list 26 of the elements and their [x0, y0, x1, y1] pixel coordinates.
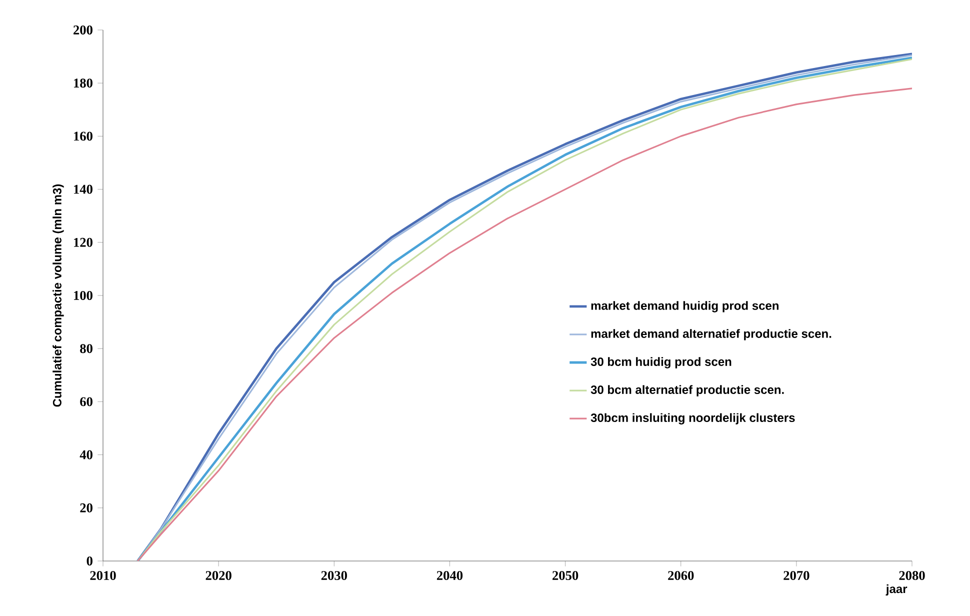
x-tick-label: 2010	[90, 571, 116, 580]
y-tick-label: 0	[86, 556, 92, 566]
y-tick-label: 60	[80, 397, 92, 406]
legend-label: 30 bcm huidig prod scen	[590, 357, 732, 368]
y-tick-label: 20	[80, 503, 92, 512]
legend-label: market demand alternatief productie scen.	[591, 329, 832, 340]
legend-label: 30 bcm alternatief productie scen.	[590, 385, 784, 396]
y-tick-label: 140	[74, 184, 92, 194]
legend-label: 30bcm insluiting noordelijk clusters	[590, 413, 795, 424]
x-tick-label: 2050	[552, 571, 578, 580]
x-tick-label: 2070	[784, 571, 810, 580]
x-tick-label: 2020	[206, 571, 232, 580]
y-tick-label: 40	[80, 450, 92, 460]
y-tick-label: 180	[74, 78, 92, 88]
x-tick-label: 2060	[668, 571, 694, 580]
x-axis-title: jaar	[886, 584, 908, 596]
y-tick-label: 100	[74, 290, 92, 300]
legend-label: market demand huidig prod scen	[591, 301, 778, 312]
y-tick-label: 120	[74, 238, 92, 247]
x-tick-label: 2080	[899, 571, 925, 580]
y-tick-label: 200	[74, 25, 92, 34]
y-tick-label: 80	[80, 344, 92, 354]
x-tick-label: 2030	[321, 571, 347, 580]
x-tick-label: 2040	[436, 571, 463, 580]
y-axis-title: Cumulatief compactie volume (mln m3)	[52, 184, 64, 407]
y-tick-label: 160	[74, 132, 92, 141]
